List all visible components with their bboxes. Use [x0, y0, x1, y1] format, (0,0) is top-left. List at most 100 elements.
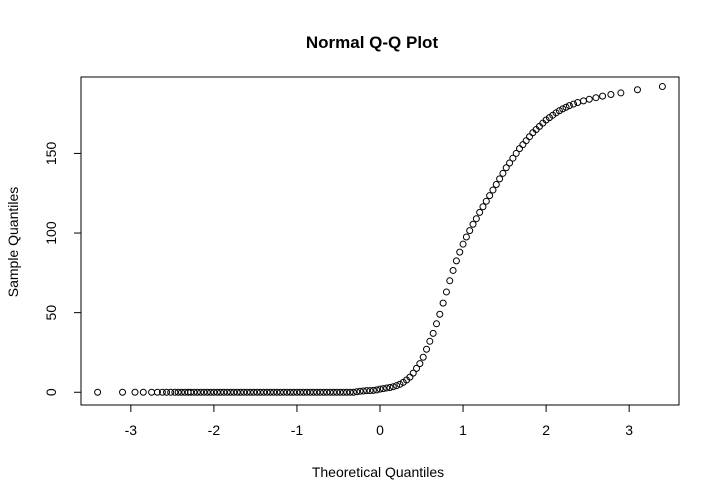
data-point	[94, 388, 102, 396]
data-point	[386, 383, 394, 391]
data-point	[592, 94, 600, 102]
data-point	[459, 240, 467, 248]
data-point	[376, 385, 384, 393]
data-point	[658, 83, 666, 91]
data-point	[163, 388, 171, 396]
data-point	[203, 388, 211, 396]
y-axis-title: Sample Quantiles	[5, 187, 21, 298]
data-point	[200, 388, 208, 396]
data-point	[263, 388, 271, 396]
data-point	[570, 100, 578, 108]
data-point	[207, 388, 215, 396]
data-point	[227, 388, 234, 396]
data-point	[266, 388, 274, 396]
data-point	[599, 92, 607, 100]
data-point	[502, 164, 510, 172]
data-point	[197, 388, 205, 396]
data-point	[617, 89, 625, 97]
data-point	[178, 388, 185, 396]
data-point	[562, 103, 570, 111]
data-point	[333, 388, 341, 396]
y-axis: 0 50 100 150	[43, 142, 82, 396]
data-point	[336, 388, 344, 396]
data-point	[313, 388, 321, 396]
data-point	[253, 388, 261, 396]
data-point	[379, 385, 387, 393]
data-point	[119, 388, 127, 396]
x-tick-label: 3	[625, 422, 633, 438]
data-point	[452, 257, 460, 265]
data-point	[565, 102, 573, 110]
data-point	[462, 233, 470, 241]
data-point	[353, 388, 361, 396]
data-point	[310, 388, 318, 396]
data-point	[359, 387, 367, 395]
data-point	[326, 388, 334, 396]
data-point	[210, 388, 218, 396]
data-point	[439, 299, 447, 307]
data-point	[230, 388, 238, 396]
data-point	[139, 388, 147, 396]
x-tick-label: 1	[459, 422, 467, 438]
data-point	[482, 197, 490, 205]
x-tick-label: -2	[208, 422, 221, 438]
data-point	[346, 388, 354, 396]
data-point	[240, 388, 248, 396]
data-point	[270, 388, 278, 396]
y-tick-label: 50	[43, 305, 59, 321]
data-point	[413, 364, 421, 372]
data-point	[363, 387, 371, 395]
data-point	[329, 388, 337, 396]
data-point	[442, 288, 450, 296]
data-point	[509, 154, 517, 162]
data-point	[472, 215, 480, 223]
data-point	[449, 266, 457, 274]
data-point	[296, 388, 304, 396]
data-point	[436, 310, 444, 318]
data-point	[303, 388, 311, 396]
data-point	[293, 388, 301, 396]
x-tick-label: 2	[542, 422, 550, 438]
data-point	[496, 175, 504, 183]
data-point	[585, 95, 593, 103]
data-point	[286, 388, 294, 396]
data-point	[446, 277, 454, 285]
data-point	[339, 388, 347, 396]
data-point	[167, 388, 175, 396]
data-point	[607, 91, 615, 99]
x-tick-label: -1	[291, 422, 304, 438]
data-point	[559, 105, 567, 113]
data-point	[469, 220, 477, 228]
data-point	[233, 388, 241, 396]
data-point	[476, 208, 484, 216]
data-point	[290, 388, 298, 396]
data-point	[306, 388, 314, 396]
data-point	[366, 387, 374, 395]
data-point	[479, 203, 487, 211]
data-point	[174, 388, 182, 396]
data-point	[512, 149, 520, 157]
x-axis-title: Theoretical Quantiles	[312, 464, 444, 480]
data-points	[94, 83, 666, 396]
data-point	[423, 345, 431, 353]
data-point	[456, 248, 464, 256]
data-point	[320, 388, 328, 396]
data-point	[396, 380, 404, 388]
data-point	[217, 388, 225, 396]
y-tick-label: 0	[43, 388, 59, 396]
x-axis: -3 -2 -1 0 1 2 3	[125, 404, 633, 438]
data-point	[283, 388, 291, 396]
data-point	[426, 337, 434, 345]
data-point	[432, 320, 440, 328]
data-point	[236, 388, 244, 396]
data-point	[256, 388, 264, 396]
data-point	[633, 86, 641, 94]
data-point	[153, 388, 161, 396]
data-point	[193, 388, 201, 396]
data-point	[356, 387, 364, 395]
chart-title: Normal Q-Q Plot	[306, 33, 439, 52]
data-point	[187, 388, 195, 396]
data-point	[343, 388, 351, 396]
